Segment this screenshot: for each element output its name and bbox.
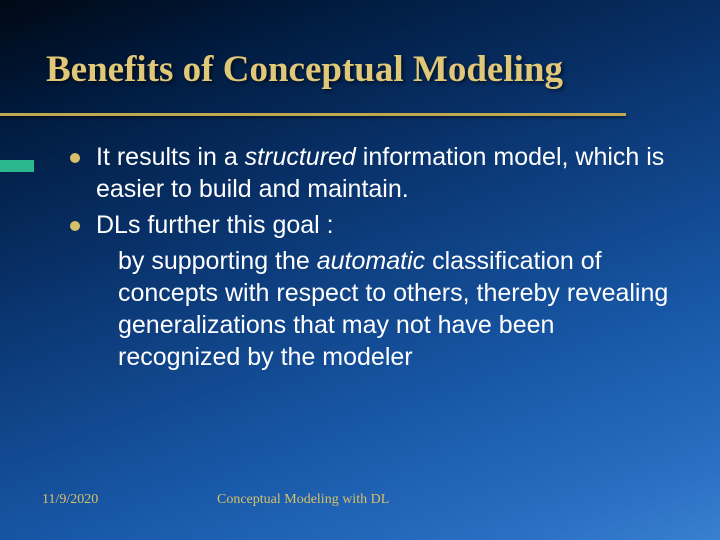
slide-footer: 11/9/2020 Conceptual Modeling with DL [42, 492, 678, 508]
bullet-icon [70, 221, 80, 231]
sub-pre: by supporting the [118, 247, 317, 275]
bullet-subtext: by supporting the automatic classificati… [118, 245, 678, 373]
bullet-text: It results in a structured information m… [96, 141, 678, 205]
bullet-pre: It results in a [96, 143, 245, 171]
bullet-icon [70, 153, 80, 163]
bullet-text: DLs further this goal : [96, 209, 334, 241]
slide-title: Benefits of Conceptual Modeling [46, 48, 678, 91]
bullet-item: It results in a structured information m… [70, 141, 678, 205]
slide-container: Benefits of Conceptual Modeling It resul… [0, 0, 720, 540]
title-underline [0, 113, 626, 116]
footer-date: 11/9/2020 [42, 492, 217, 508]
accent-bar [0, 160, 34, 172]
slide-content: It results in a structured information m… [42, 141, 678, 373]
sub-em: automatic [317, 247, 425, 275]
bullet-pre: DLs further this goal : [96, 211, 334, 239]
bullet-em: structured [245, 143, 356, 171]
bullet-item: DLs further this goal : [70, 209, 678, 241]
footer-title: Conceptual Modeling with DL [217, 492, 389, 508]
